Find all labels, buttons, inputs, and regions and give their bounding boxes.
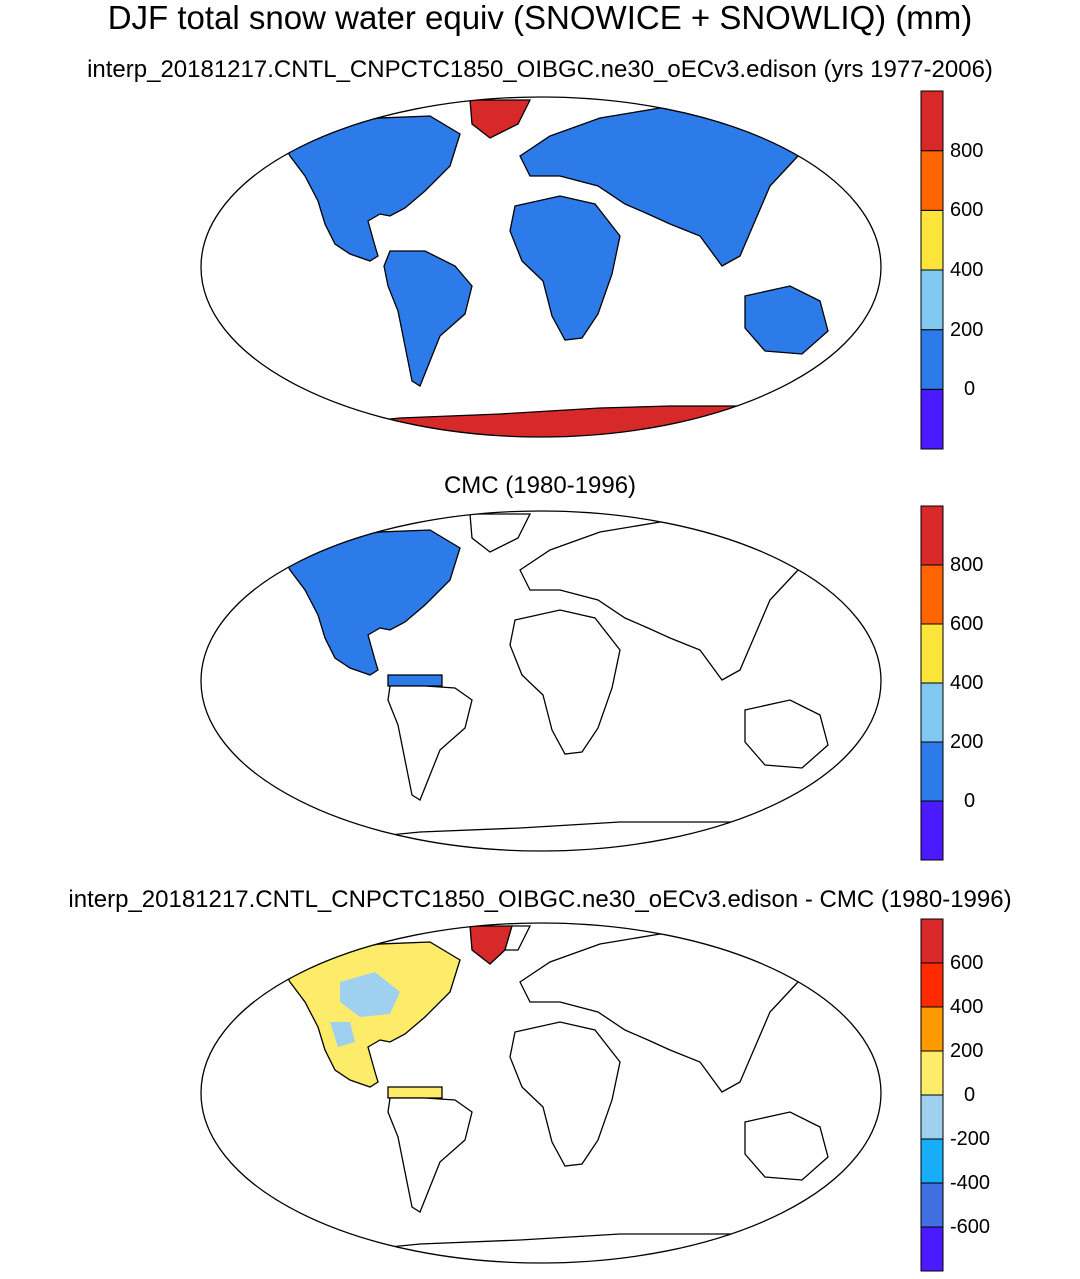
colorbar-tick-label: 200: [950, 1040, 984, 1062]
colorbar-box: [920, 209, 944, 271]
colorbar-box: [920, 564, 944, 625]
colorbar-tick-label: 200: [950, 318, 984, 341]
north-america-negative-patch-2: [330, 1022, 355, 1047]
colorbar-tick-label: 400: [950, 996, 984, 1018]
colorbar-box: [920, 1182, 944, 1228]
colorbar-box: [920, 962, 944, 1008]
greenland-outline: [469, 513, 532, 553]
colorbar-box: [920, 1226, 944, 1272]
africa-land: [509, 195, 621, 341]
greenland-land: [469, 925, 513, 965]
south-america-outline: [387, 685, 473, 801]
colorbar-tick-label: 0: [964, 1084, 976, 1106]
greenland-east-outline: [504, 925, 532, 951]
colorbar-tick-label: 800: [950, 139, 984, 162]
colorbar-tick-label: 600: [950, 199, 984, 222]
australia-outline: [744, 1111, 829, 1181]
colorbar-box: [920, 800, 944, 861]
colorbar-tick-label: 600: [950, 613, 984, 635]
north-america-land: [281, 115, 461, 262]
colorbar-box: [920, 329, 944, 390]
colorbar-box: [920, 682, 944, 743]
panel-3-title: interp_20181217.CNTL_CNPCTC1850_OIBGC.ne…: [68, 886, 1012, 913]
central-america-land: [387, 674, 443, 687]
australia-land: [744, 285, 829, 355]
colorbar-tick-label: -200: [950, 1128, 991, 1150]
colorbar-tick-label: 400: [950, 259, 984, 281]
colorbar-box: [920, 918, 944, 964]
colorbar-tick-label: 400: [950, 672, 984, 694]
colorbar-box: [920, 269, 944, 331]
colorbar-tick-label: 800: [950, 554, 984, 576]
greenland-land: [469, 99, 532, 139]
south-america-land: [383, 250, 473, 387]
south-america-outline: [387, 1097, 473, 1213]
colorbar-tick-label: 0: [964, 790, 976, 812]
africa-outline: [509, 609, 621, 755]
central-america-land: [387, 1086, 443, 1099]
colorbar-tick-label: 600: [950, 952, 984, 974]
australia-outline: [744, 699, 829, 769]
main-title: DJF total snow water equiv (SNOWICE + SN…: [107, 0, 973, 36]
colorbar-box: [920, 505, 944, 566]
north-america-land: [281, 529, 461, 676]
colorbar-box: [920, 623, 944, 684]
colorbar-box: [920, 388, 944, 450]
panel-3-map: [200, 922, 882, 1264]
panel-1-map: [200, 96, 882, 438]
colorbar-box: [920, 90, 944, 152]
panel-2-map: [200, 510, 882, 852]
map-boundary: [200, 96, 882, 438]
map-boundary: [200, 510, 882, 852]
colorbar-box: [920, 1006, 944, 1052]
north-america-negative-patch: [340, 972, 400, 1017]
colorbar-tick-label: 0: [964, 378, 976, 401]
panel-2-title: CMC (1980-1996): [443, 472, 637, 499]
colorbar-box: [920, 741, 944, 802]
colorbar-box: [920, 1094, 944, 1140]
colorbar-tick-label: 200: [950, 731, 984, 753]
colorbar-box: [920, 150, 944, 211]
colorbar-box: [920, 1050, 944, 1096]
colorbar-box: [920, 1138, 944, 1184]
colorbar-tick-label: -600: [950, 1216, 991, 1238]
africa-outline: [509, 1021, 621, 1167]
panel-1-title: interp_20181217.CNTL_CNPCTC1850_OIBGC.ne…: [87, 56, 993, 83]
colorbar-tick-label: -400: [950, 1172, 991, 1194]
antarctica-land: [318, 405, 771, 437]
map-boundary: [200, 922, 882, 1264]
